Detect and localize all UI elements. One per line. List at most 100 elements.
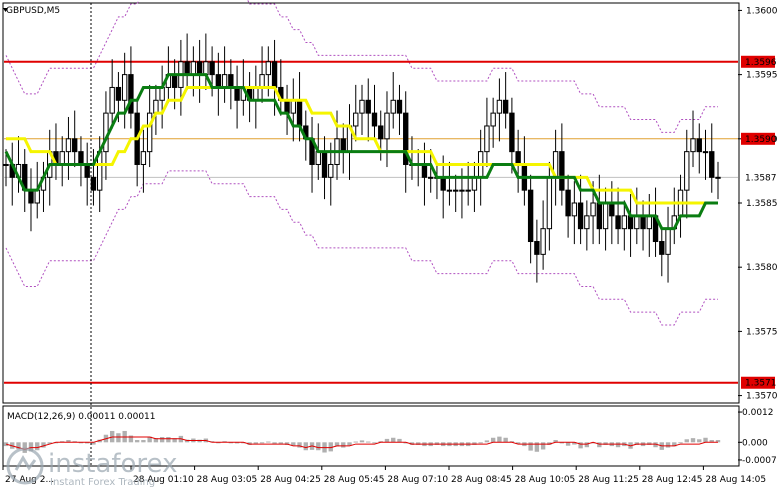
macd-histogram-bar bbox=[253, 442, 259, 444]
macd-histogram-bar bbox=[665, 442, 671, 448]
macd-histogram-bar bbox=[509, 441, 515, 443]
candle-body bbox=[590, 202, 596, 217]
macd-histogram-bar bbox=[353, 441, 358, 443]
lower-band-line bbox=[5, 170, 718, 326]
candle-body bbox=[621, 215, 628, 230]
candle-body bbox=[140, 151, 147, 165]
macd-histogram-bar bbox=[503, 437, 508, 443]
candle-body bbox=[209, 61, 215, 76]
candle-body bbox=[565, 189, 571, 217]
candle-body bbox=[627, 215, 634, 230]
price-tick-label: 1.3585 bbox=[746, 199, 778, 209]
macd-histogram-bar bbox=[403, 442, 408, 444]
macd-histogram-bar bbox=[672, 442, 677, 447]
candle-body bbox=[365, 99, 371, 114]
macd-histogram-bar bbox=[397, 438, 402, 443]
macd-histogram-bar bbox=[41, 442, 46, 448]
candle-body bbox=[259, 74, 265, 88]
candle-body bbox=[696, 138, 702, 153]
level-label-1: 1.3571 bbox=[745, 379, 777, 389]
macd-histogram-bar bbox=[303, 442, 308, 451]
macd-histogram-bar bbox=[703, 437, 708, 443]
macd-histogram-bar bbox=[328, 442, 333, 452]
candle-body bbox=[228, 74, 234, 88]
candle-body bbox=[584, 215, 590, 230]
macd-histogram-bar bbox=[72, 441, 77, 443]
macd-histogram-bar bbox=[597, 442, 602, 448]
macd-histogram-bar bbox=[272, 442, 277, 444]
symbol-label: GBPUSD,M5 bbox=[6, 6, 60, 16]
macd-tick-label: 0.0012 bbox=[742, 408, 774, 418]
candle-body bbox=[634, 215, 640, 230]
candle-body bbox=[3, 163, 9, 166]
level-label-1-bg bbox=[741, 376, 775, 389]
candle-body bbox=[296, 99, 303, 127]
candle-body bbox=[171, 74, 178, 88]
candle-body bbox=[709, 151, 715, 178]
candle-body bbox=[221, 74, 228, 88]
watermark-tagline: Instant Forex Trading bbox=[50, 477, 155, 488]
watermark-brand: instaforex bbox=[48, 449, 177, 479]
upper-band-line bbox=[5, 0, 718, 133]
symbol-triangle-icon bbox=[3, 8, 8, 12]
candle-body bbox=[684, 151, 690, 191]
macd-histogram-bar bbox=[484, 440, 490, 443]
macd-histogram-bar bbox=[16, 442, 21, 450]
candle-body bbox=[490, 112, 496, 127]
candle-body bbox=[284, 99, 290, 114]
levels-layer bbox=[4, 60, 738, 384]
candle-body bbox=[153, 99, 159, 114]
candle-body bbox=[253, 86, 259, 101]
candle-body bbox=[72, 138, 78, 153]
macd-histogram-bar bbox=[259, 442, 265, 444]
macd-histogram-bar bbox=[553, 440, 558, 443]
macd-histogram-bar bbox=[347, 442, 352, 446]
candle-body bbox=[646, 215, 652, 230]
macd-histogram-bar bbox=[690, 438, 696, 443]
candle-body bbox=[602, 202, 609, 230]
time-tick-label: 28 Aug 01:10 bbox=[133, 475, 194, 485]
price-tick-label: 1.3570 bbox=[746, 392, 778, 402]
candle-body bbox=[471, 176, 478, 191]
level-label-0-bg bbox=[741, 55, 775, 68]
price-tick-label: 1.3580 bbox=[746, 263, 778, 273]
time-tick-label: 28 Aug 11:25 bbox=[578, 475, 639, 485]
current-price-label: 1.3587 bbox=[745, 173, 777, 183]
price-tick-label: 1.3595 bbox=[746, 71, 778, 81]
candle-body bbox=[234, 86, 240, 101]
macd-histogram-bar bbox=[28, 442, 34, 452]
time-tick-label: 28 Aug 08:45 bbox=[451, 475, 512, 485]
candle-body bbox=[421, 163, 428, 178]
candle-body bbox=[128, 74, 134, 114]
candle-body bbox=[403, 112, 409, 165]
time-tick-label: 28 Aug 05:45 bbox=[324, 475, 385, 485]
candle-body bbox=[515, 151, 521, 165]
macd-histogram-bar bbox=[534, 442, 540, 452]
macd-histogram-bar bbox=[497, 436, 502, 443]
fast-ma-line bbox=[4, 73, 718, 231]
macd-histogram-bar bbox=[715, 440, 721, 443]
candle-body bbox=[321, 151, 328, 178]
macd-histogram-bar bbox=[615, 442, 621, 448]
slow-ma-line bbox=[6, 85, 718, 205]
candle-body bbox=[90, 176, 97, 191]
time-tick-label: 28 Aug 07:10 bbox=[387, 475, 448, 485]
macd-histogram-bar bbox=[578, 442, 583, 449]
macd-histogram-bar bbox=[172, 438, 177, 443]
time-tick-label: 28 Aug 14:05 bbox=[705, 475, 766, 485]
candle-body bbox=[465, 189, 471, 192]
macd-histogram-bar bbox=[359, 440, 365, 443]
macd-histogram-bar bbox=[559, 442, 565, 444]
macd-histogram-bar bbox=[297, 442, 302, 448]
candle-body bbox=[65, 138, 72, 153]
candle-body bbox=[290, 99, 296, 114]
macd-histogram-bar bbox=[134, 440, 140, 443]
candle-body bbox=[203, 61, 209, 76]
candle-body bbox=[265, 61, 272, 76]
candle-body bbox=[609, 202, 615, 217]
candle-body bbox=[34, 189, 40, 204]
candle-body bbox=[509, 112, 515, 153]
instaforex-logo-icon bbox=[6, 447, 44, 485]
time-tick-label: 27 Aug 2... bbox=[5, 475, 54, 485]
